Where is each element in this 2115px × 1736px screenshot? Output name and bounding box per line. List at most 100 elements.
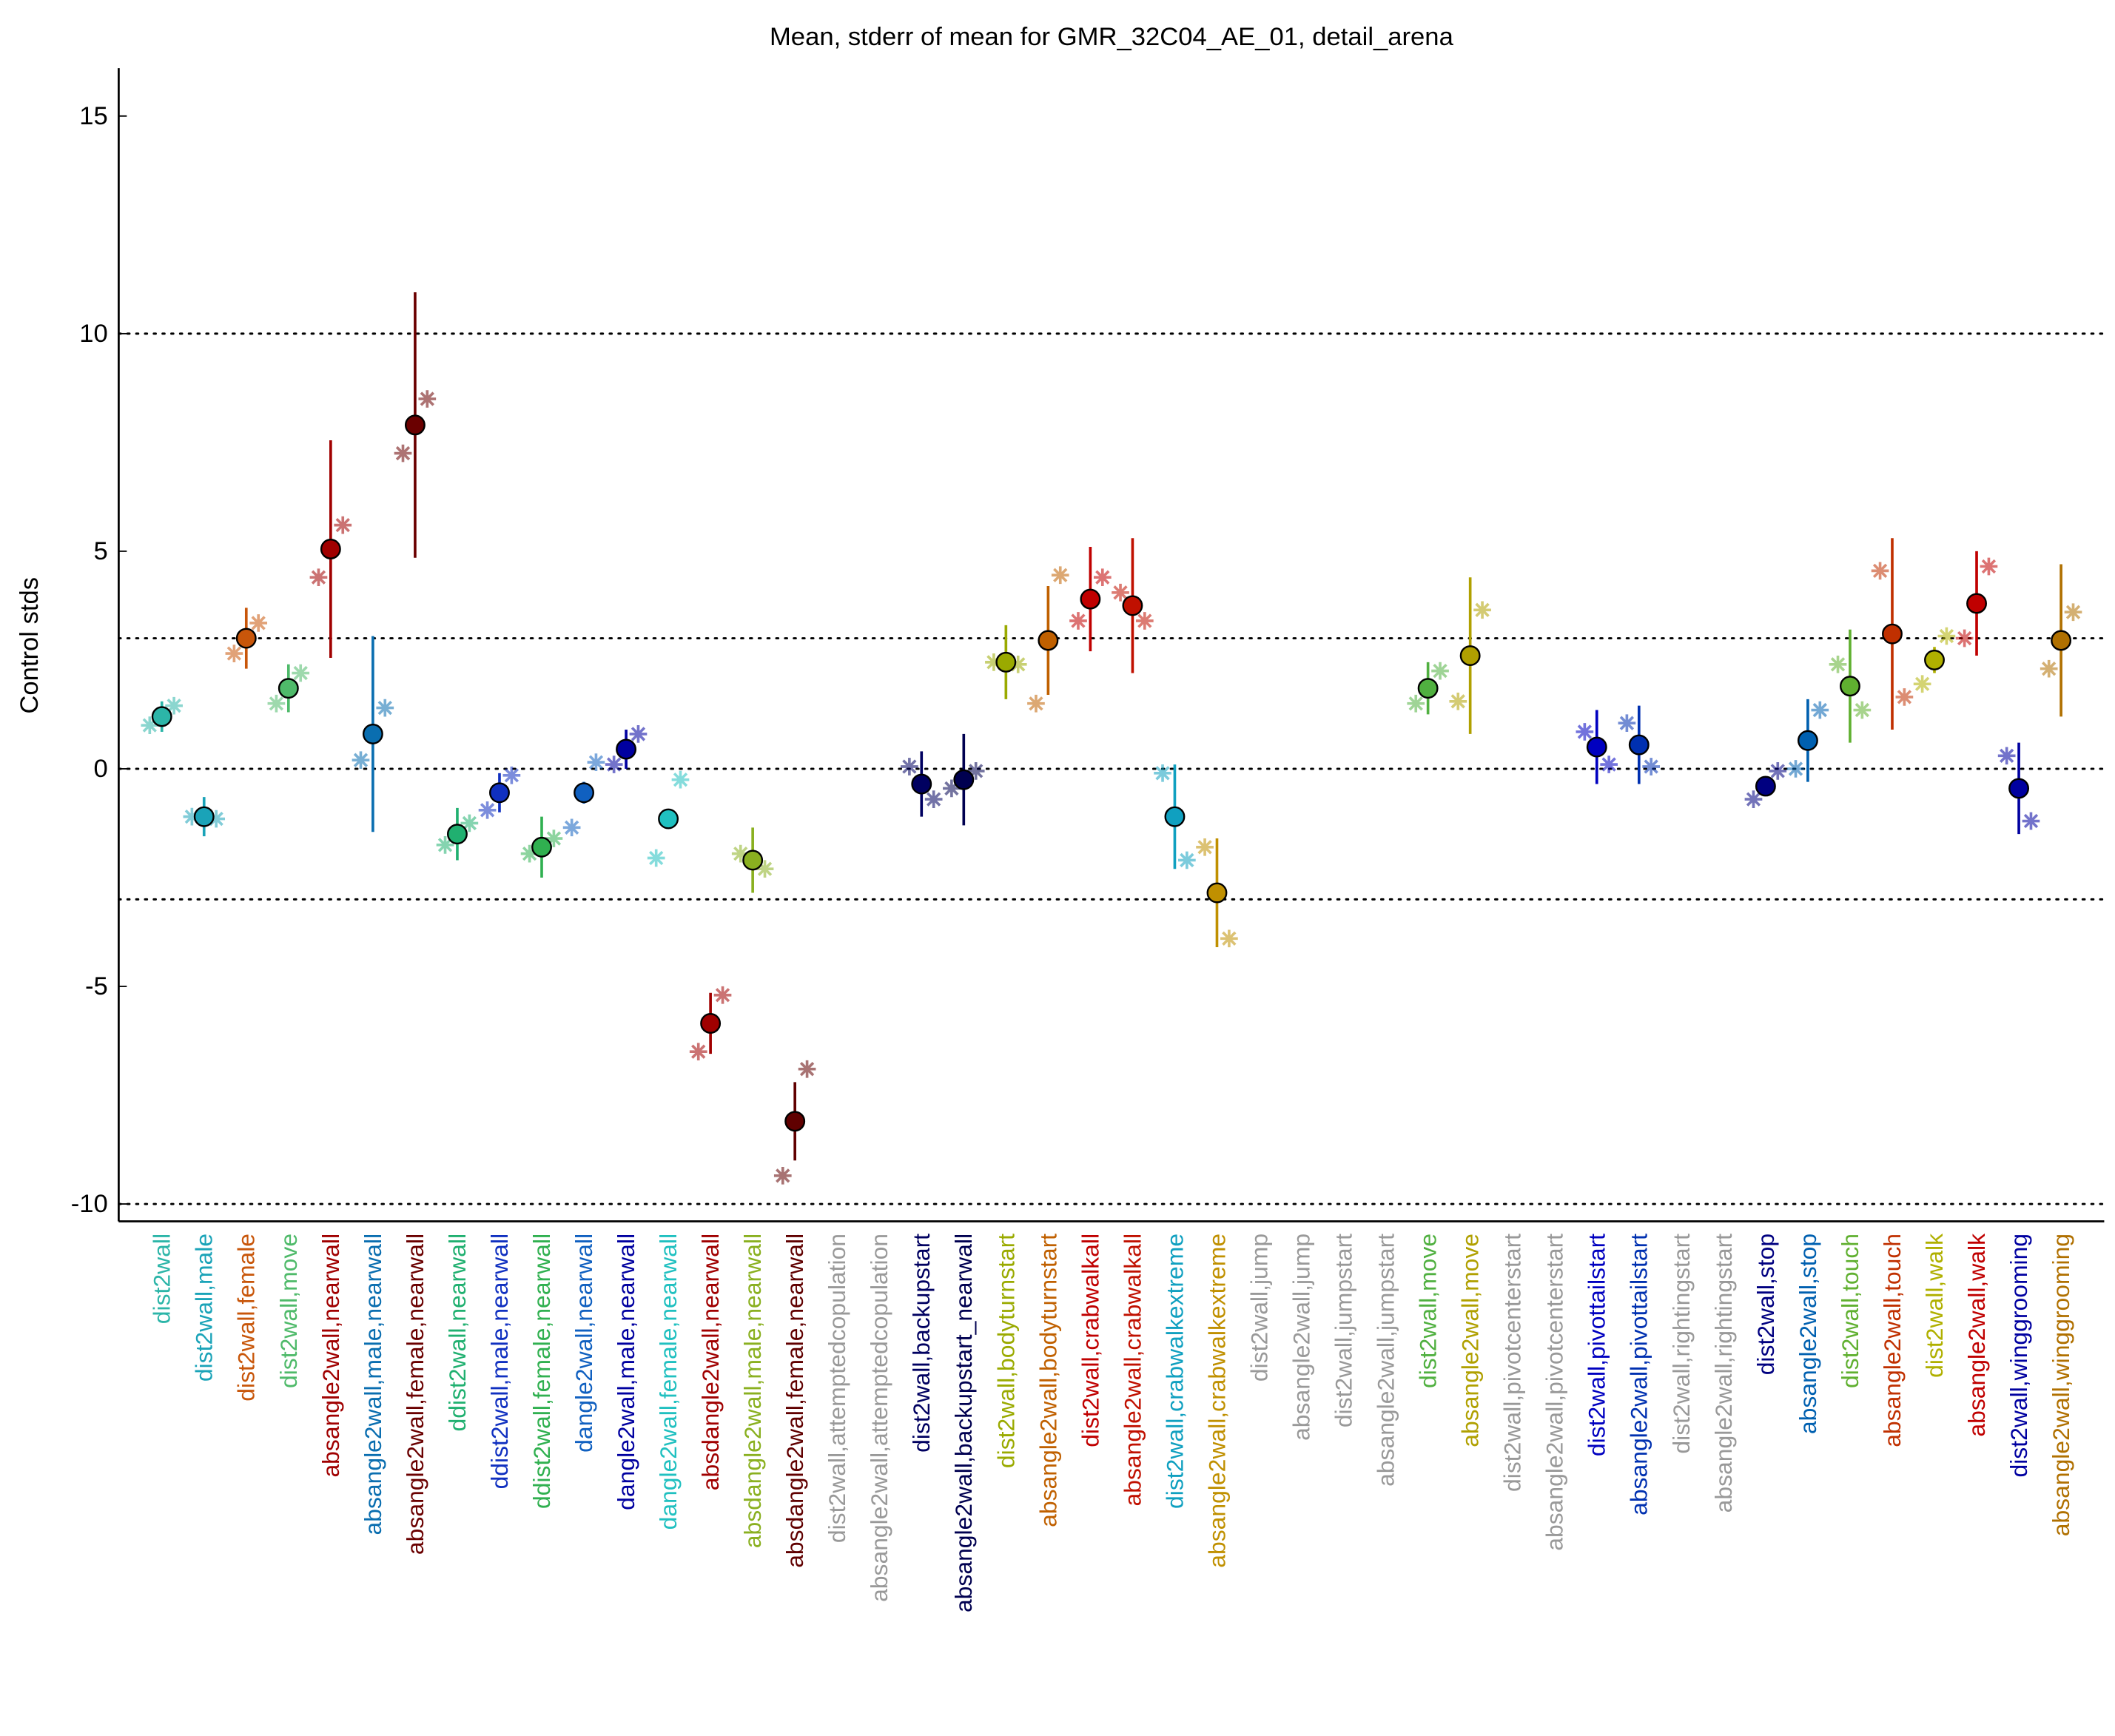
x-tick-label: absangle2wall,winggrooming: [2048, 1234, 2074, 1536]
sub-mean-star: [1431, 662, 1449, 680]
sub-mean-star: [587, 753, 605, 771]
sub-mean-star: [731, 844, 750, 863]
sub-mean-star: [629, 725, 648, 743]
mean-marker: [2008, 778, 2030, 799]
x-tick-label: dist2wall,jumpstart: [1331, 1234, 1357, 1427]
chart-title: Mean, stderr of mean for GMR_32C04_AE_01…: [770, 23, 1454, 51]
sub-mean-star: [1913, 675, 1931, 693]
mean-marker: [1080, 588, 1101, 610]
sub-mean-star: [1196, 838, 1214, 856]
sub-mean-star: [249, 614, 268, 632]
x-tick-label: absangle2wall,jumpstart: [1373, 1234, 1399, 1487]
x-tick-label: absangle2wall,walk: [1963, 1234, 1990, 1437]
x-tick-label: dangle2wall,female,nearwall: [655, 1234, 682, 1530]
sub-mean-star: [334, 516, 352, 534]
sub-mean-star: [1178, 851, 1196, 869]
mean-marker: [700, 1013, 722, 1034]
sub-mean-star: [1009, 655, 1027, 673]
sub-mean-star: [1069, 612, 1087, 630]
mean-marker: [489, 782, 510, 804]
sub-mean-star: [1576, 723, 1594, 741]
x-tick-label: dist2wall,male: [191, 1234, 218, 1382]
x-tick-label: dist2wall,stop: [1752, 1234, 1779, 1375]
sub-mean-star: [562, 818, 581, 837]
x-tick-label: absangle2wall,nearwall: [317, 1234, 344, 1478]
x-tick-label: dist2wall,attemptedcopulation: [824, 1234, 850, 1543]
x-tick-label: absangle2wall,backupstart_nearwall: [950, 1234, 977, 1612]
mean-marker: [574, 782, 594, 804]
mean-marker: [1966, 593, 1987, 614]
x-tick-label: absangle2wall,jump: [1288, 1234, 1314, 1441]
x-tick-label: dist2wall,pivotcenterstart: [1499, 1234, 1526, 1492]
mean-marker: [362, 723, 383, 744]
mean-marker: [1839, 676, 1860, 697]
x-tick-label: absangle2wall,crabwalkextreme: [1203, 1234, 1230, 1568]
sub-mean-star: [1220, 929, 1238, 948]
sub-mean-star: [165, 696, 183, 715]
sub-mean-star: [1744, 790, 1763, 808]
y-tick-label: 10: [79, 320, 108, 348]
x-tick-label: dangle2wall,nearwall: [571, 1234, 597, 1453]
mean-marker: [1417, 678, 1439, 699]
mean-marker: [1882, 623, 1903, 645]
x-tick-label: dist2wall,crabwalkall: [1077, 1234, 1103, 1447]
sub-mean-star: [901, 758, 918, 776]
sub-mean-star: [689, 1043, 707, 1061]
sub-mean-star: [924, 790, 943, 808]
sub-mean-star: [605, 756, 623, 773]
sub-mean-star: [460, 814, 479, 832]
mean-marker: [1459, 645, 1481, 666]
sub-mean-star: [520, 844, 539, 863]
sub-mean-star: [207, 810, 226, 828]
sub-mean-star: [502, 766, 521, 784]
sub-mean-star: [1135, 612, 1154, 630]
sub-mean-star: [141, 716, 159, 734]
mean-marker: [911, 773, 932, 795]
sub-mean-star: [671, 770, 690, 789]
mean-marker: [784, 1111, 806, 1132]
x-tick-label: dangle2wall,male,nearwall: [613, 1234, 639, 1510]
x-tick-label: absangle2wall,bodyturnstart: [1035, 1234, 1061, 1527]
sub-mean-star: [545, 830, 563, 847]
x-tick-label: absangle2wall,pivottailstart: [1626, 1234, 1652, 1515]
sub-mean-star: [1473, 601, 1491, 619]
mean-marker: [995, 651, 1017, 673]
mean-marker: [320, 539, 341, 559]
x-tick-label: ddist2wall,nearwall: [444, 1234, 471, 1432]
x-tick-label: absangle2wall,rightingstart: [1710, 1234, 1737, 1513]
sub-mean-star: [773, 1166, 792, 1185]
sub-mean-star: [1980, 557, 1998, 576]
sub-mean-star: [418, 390, 437, 408]
x-tick-label: dist2wall,crabwalkextreme: [1161, 1234, 1188, 1509]
sub-mean-star: [756, 860, 774, 878]
x-tick-label: dist2wall,move: [1415, 1234, 1442, 1388]
sub-mean-star: [1112, 583, 1129, 602]
mean-marker: [2051, 630, 2072, 651]
x-tick-label: dist2wall: [149, 1234, 175, 1324]
x-tick-label: dist2wall,rightingstart: [1668, 1234, 1695, 1454]
x-tick-label: absangle2wall,female,nearwall: [402, 1234, 428, 1555]
sub-mean-star: [1769, 762, 1787, 780]
sub-mean-star: [394, 444, 412, 462]
sub-mean-star: [2022, 812, 2040, 830]
x-tick-label: dist2wall,bodyturnstart: [992, 1234, 1019, 1468]
x-tick-label: absdangle2wall,female,nearwall: [781, 1234, 808, 1568]
mean-marker: [1038, 630, 1059, 651]
y-tick-label: -5: [85, 972, 108, 1000]
sub-mean-star: [1618, 714, 1636, 733]
x-tick-label: dist2wall,walk: [1921, 1234, 1948, 1378]
x-tick-label: absangle2wall,attemptedcopulation: [866, 1234, 892, 1602]
sub-mean-star: [798, 1060, 816, 1078]
sub-mean-star: [713, 986, 732, 1004]
sub-mean-star: [267, 694, 286, 713]
mean-marker: [531, 836, 552, 858]
y-tick-label: 15: [79, 102, 108, 130]
sub-mean-star: [292, 664, 310, 682]
x-tick-label: dist2wall,female: [233, 1234, 260, 1402]
sub-mean-star: [183, 807, 201, 826]
x-tick-label: dist2wall,touch: [1837, 1234, 1863, 1388]
sub-mean-star: [1997, 747, 2016, 765]
x-tick-label: dist2wall,winggrooming: [2005, 1234, 2032, 1478]
sub-mean-star: [1407, 694, 1425, 713]
